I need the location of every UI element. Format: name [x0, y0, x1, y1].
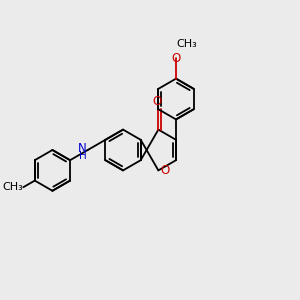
- Text: CH₃: CH₃: [177, 39, 197, 49]
- Text: N: N: [78, 142, 87, 155]
- Text: CH₃: CH₃: [2, 182, 23, 192]
- Text: O: O: [153, 95, 162, 108]
- Text: O: O: [160, 164, 170, 177]
- Text: O: O: [171, 52, 181, 65]
- Text: H: H: [79, 151, 87, 161]
